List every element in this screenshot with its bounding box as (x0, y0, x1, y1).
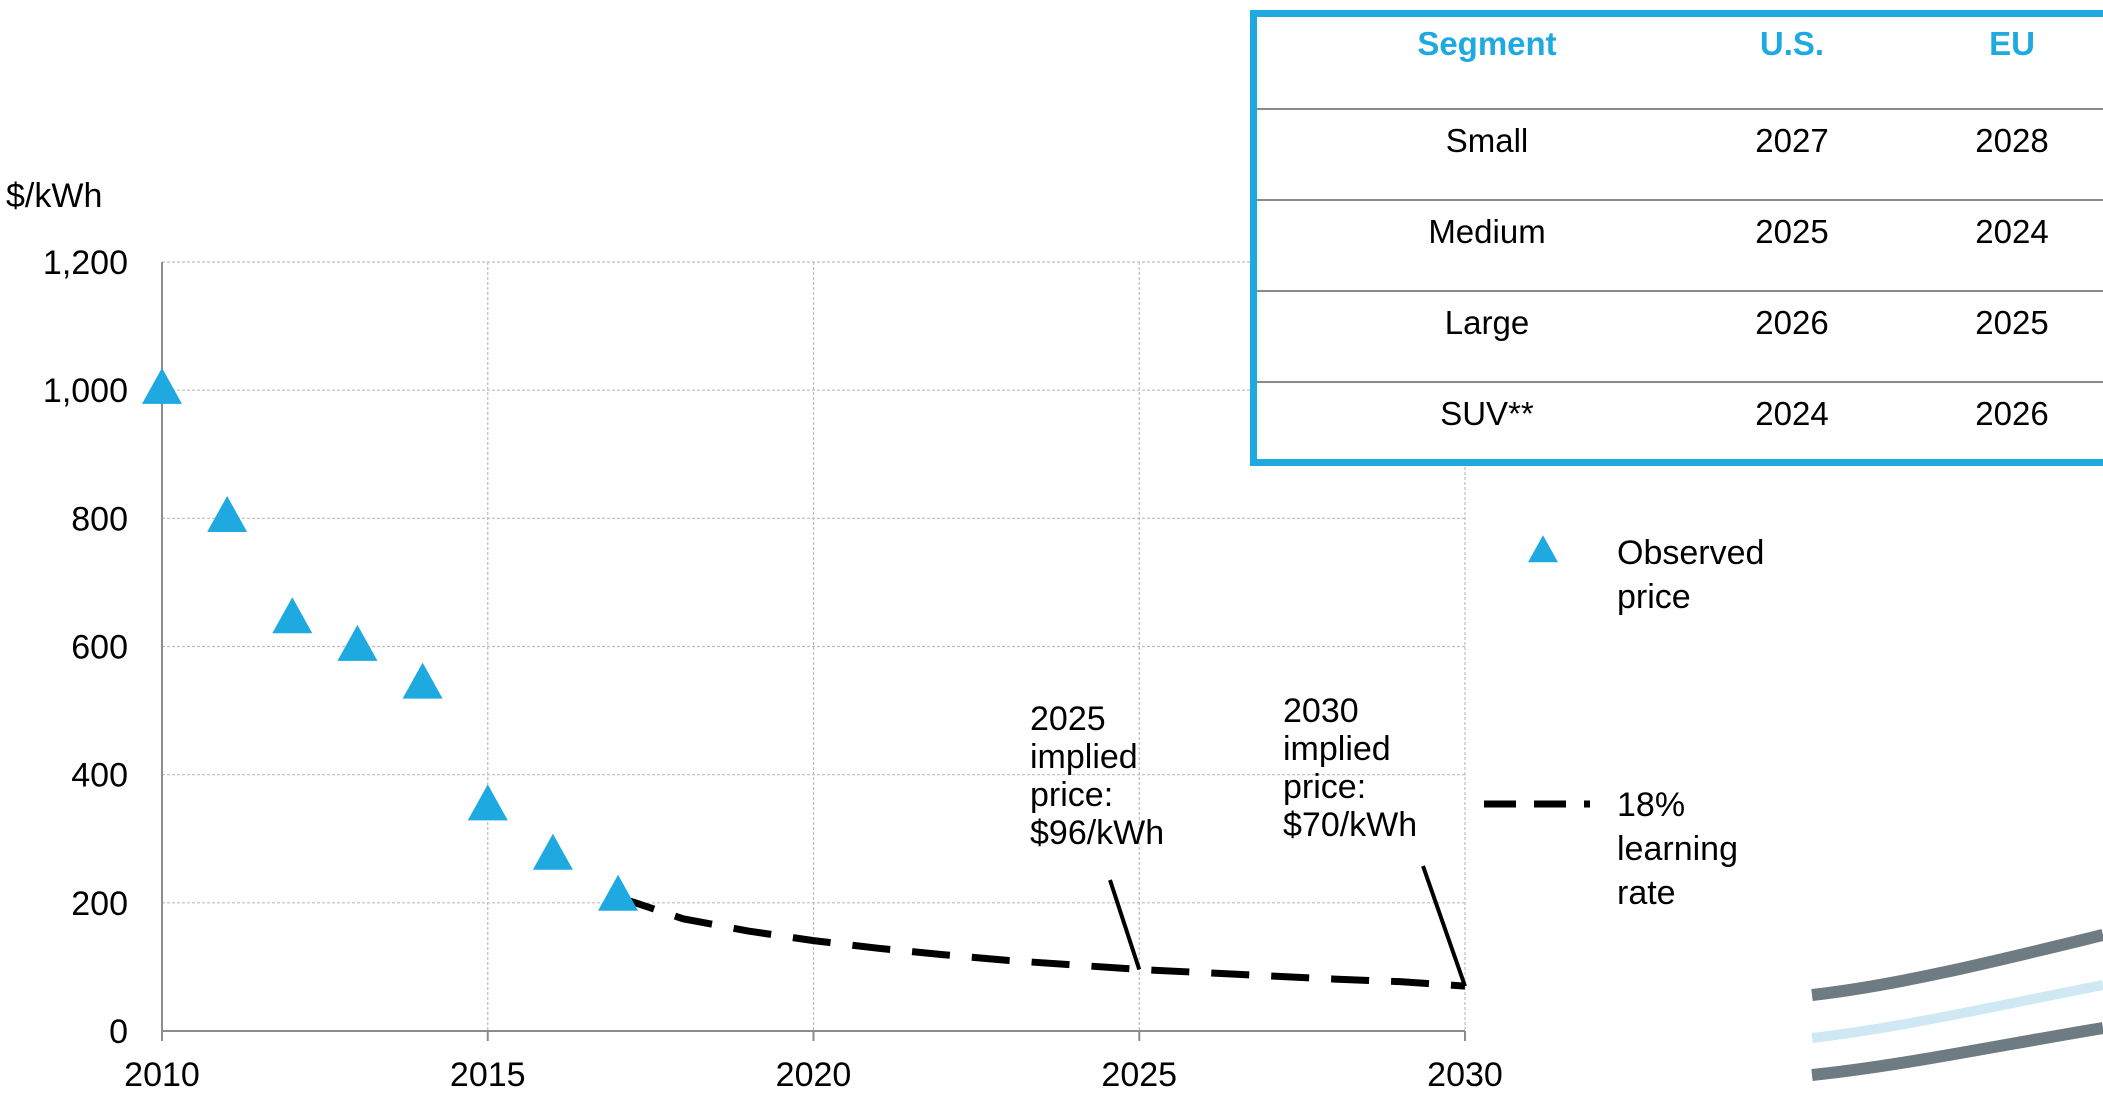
legend-line: 18% (1617, 786, 1685, 824)
annotation-leader-line (1108, 879, 1142, 971)
table-cell-eu: 2026 (1975, 395, 2049, 432)
x-tick-label: 2025 (1101, 1056, 1177, 1094)
table-cell-segment: SUV** (1440, 395, 1534, 432)
annotation-line: implied (1030, 738, 1138, 776)
table-row: SUV** 2024 2026 (1257, 381, 2103, 472)
price-parity-table: Segment U.S. EU Small 2027 2028 Medium 2… (1250, 10, 2103, 466)
table-header-row: Segment U.S. EU (1257, 17, 2103, 110)
annotation-leader-line (1421, 865, 1467, 987)
table-cell-eu: 2025 (1975, 304, 2049, 341)
legend-triangle-icon (1528, 535, 1558, 563)
table-cell-us: 2025 (1755, 213, 1829, 250)
y-tick-label: 600 (71, 629, 128, 667)
annotation-line: price: (1030, 776, 1113, 814)
y-tick-label: 1,200 (43, 244, 128, 282)
table-cell-us: 2026 (1755, 304, 1829, 341)
observed-price-marker (337, 624, 378, 661)
x-tick-label: 2030 (1427, 1056, 1503, 1094)
legend-label-observed: Observed price (1617, 534, 1764, 616)
annotation-line: 2030 (1283, 692, 1359, 730)
decorative-swoosh (1811, 929, 2103, 1081)
observed-price-marker (532, 833, 573, 870)
observed-price-marker (272, 597, 313, 634)
x-tick-label: 2020 (776, 1056, 852, 1094)
annotation-line: 2025 (1030, 700, 1106, 738)
table-cell-segment: Large (1444, 304, 1530, 341)
table-header-eu: EU (1989, 25, 2035, 62)
annotation-line: implied (1283, 730, 1391, 768)
annotation-label: 2025 implied price: $96/kWh (1030, 700, 1164, 852)
annotation-line: price: (1283, 768, 1366, 806)
table-cell-us: 2027 (1755, 122, 1829, 159)
y-tick-label: 0 (109, 1013, 128, 1051)
table-cell-us: 2024 (1755, 395, 1829, 432)
table-row: Small 2027 2028 (1257, 108, 2103, 201)
legend: Observed price 18% learning rate (1484, 534, 1764, 912)
table-row: Medium 2025 2024 (1257, 199, 2103, 292)
table-cell-eu: 2028 (1975, 122, 2049, 159)
y-axis-unit-label: $/kWh (6, 177, 102, 215)
legend-line: learning (1617, 830, 1738, 868)
x-tick-label: 2010 (124, 1056, 200, 1094)
table-header-us: U.S. (1759, 25, 1825, 62)
y-tick-label: 400 (71, 757, 128, 795)
learning-rate-line (616, 893, 1466, 990)
y-tick-label: 800 (71, 500, 128, 538)
table-cell-segment: Small (1445, 122, 1529, 159)
legend-line: Observed (1617, 534, 1764, 572)
y-tick-label: 1,000 (43, 372, 128, 410)
observed-price-marker (402, 662, 443, 699)
annotation-line: $70/kWh (1283, 806, 1417, 844)
y-tick-label: 200 (71, 885, 128, 923)
legend-line: price (1617, 578, 1691, 616)
table-row: Large 2026 2025 (1257, 290, 2103, 383)
table-cell-eu: 2024 (1975, 213, 2049, 250)
series (142, 367, 1466, 990)
table-header-segment: Segment (1417, 25, 1557, 62)
observed-price-marker (598, 874, 639, 911)
table-cell-segment: Medium (1428, 213, 1546, 250)
observed-price-marker (207, 496, 248, 533)
annotation-label: 2030 implied price: $70/kWh (1283, 692, 1417, 844)
legend-label-learning-rate: 18% learning rate (1617, 786, 1738, 912)
grid-lines (162, 261, 1466, 1031)
observed-price-marker (467, 784, 508, 821)
x-tick-label: 2015 (450, 1056, 526, 1094)
legend-line: rate (1617, 874, 1676, 912)
observed-price-marker (142, 367, 182, 404)
annotation-line: $96/kWh (1030, 814, 1164, 852)
